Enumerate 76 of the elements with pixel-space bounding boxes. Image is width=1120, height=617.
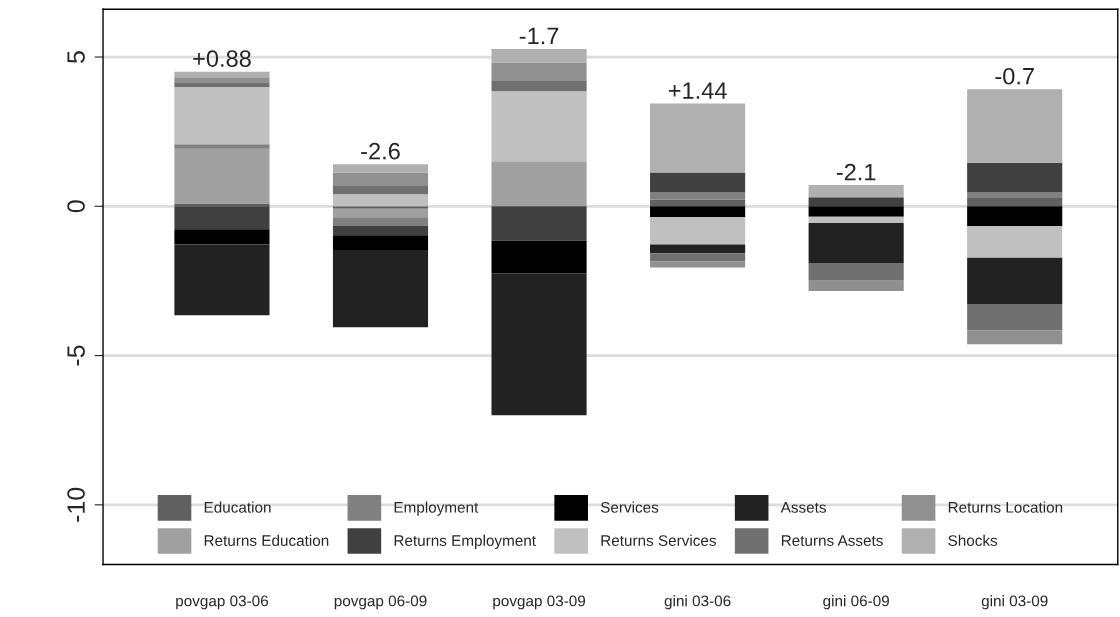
bar bbox=[174, 144, 270, 149]
bar bbox=[967, 330, 1063, 345]
y-tick-label: -5 bbox=[67, 345, 85, 366]
x-tick-label: povgap 06-09 bbox=[334, 595, 427, 610]
bar bbox=[491, 240, 587, 274]
legend-label: Returns Location bbox=[948, 501, 1063, 513]
bar bbox=[967, 303, 1063, 331]
y-tick-label: -10 bbox=[67, 487, 85, 522]
bar bbox=[967, 226, 1063, 258]
legend-label: Services bbox=[600, 501, 659, 513]
bar bbox=[808, 197, 904, 207]
annotation: -2.6 bbox=[361, 142, 400, 160]
bar bbox=[174, 244, 270, 316]
annotation: -0.7 bbox=[995, 67, 1034, 85]
bar bbox=[808, 206, 904, 217]
bar bbox=[174, 83, 270, 87]
bar bbox=[650, 192, 746, 200]
legend-label: Returns Employment bbox=[394, 534, 536, 550]
x-tick-label: gini 03-06 bbox=[664, 595, 731, 610]
bar bbox=[808, 263, 904, 281]
bar bbox=[650, 206, 746, 218]
bar bbox=[491, 206, 587, 241]
bar bbox=[491, 273, 587, 416]
bar bbox=[808, 216, 904, 224]
bar bbox=[332, 208, 429, 218]
bar bbox=[967, 206, 1063, 226]
bar bbox=[332, 249, 429, 328]
bar bbox=[650, 217, 746, 245]
bar bbox=[332, 235, 429, 250]
y-tick-label: 0 bbox=[67, 200, 85, 213]
bar bbox=[174, 206, 270, 230]
legend-label: Returns Services bbox=[601, 534, 716, 546]
x-tick-label: gini 03-09 bbox=[981, 595, 1048, 610]
y-tick-label: 5 bbox=[67, 51, 85, 63]
legend-label: Returns Education bbox=[204, 534, 329, 546]
annotation: +0.88 bbox=[193, 50, 251, 67]
bar bbox=[967, 192, 1063, 198]
legend-label: Returns Assets bbox=[781, 535, 883, 546]
bar bbox=[332, 172, 429, 186]
legend-label: Assets bbox=[780, 502, 826, 513]
bar bbox=[650, 172, 746, 193]
bar bbox=[967, 162, 1063, 193]
bar bbox=[808, 280, 904, 292]
bar bbox=[808, 185, 904, 198]
annotation: -2.1 bbox=[836, 163, 876, 181]
bar bbox=[650, 103, 746, 173]
bar bbox=[491, 62, 587, 81]
annotation: +1.44 bbox=[668, 82, 727, 99]
bar bbox=[491, 91, 587, 162]
bar bbox=[174, 86, 270, 145]
bar bbox=[332, 225, 429, 236]
bar bbox=[808, 223, 904, 264]
bar bbox=[650, 199, 746, 207]
bar bbox=[332, 206, 429, 209]
bar bbox=[967, 89, 1063, 163]
bar bbox=[174, 148, 270, 204]
bar bbox=[332, 217, 429, 226]
x-tick-label: povgap 03-06 bbox=[176, 595, 269, 610]
bar bbox=[332, 164, 429, 173]
legend-label: Shocks bbox=[948, 534, 998, 546]
bar bbox=[650, 253, 746, 262]
bar bbox=[650, 244, 746, 254]
bar bbox=[174, 229, 270, 245]
bar bbox=[491, 80, 587, 92]
legend-label: Employment bbox=[394, 501, 479, 516]
bar bbox=[332, 186, 429, 195]
bar bbox=[174, 77, 270, 83]
annotation: -1.7 bbox=[519, 27, 559, 45]
bar bbox=[491, 48, 587, 63]
bar bbox=[967, 257, 1063, 304]
x-tick-label: povgap 03-09 bbox=[493, 595, 586, 610]
legend-label: Education bbox=[204, 501, 271, 513]
bar bbox=[491, 161, 587, 207]
bar bbox=[967, 197, 1063, 207]
bar bbox=[332, 194, 429, 207]
x-tick-label: gini 06-09 bbox=[823, 595, 889, 610]
